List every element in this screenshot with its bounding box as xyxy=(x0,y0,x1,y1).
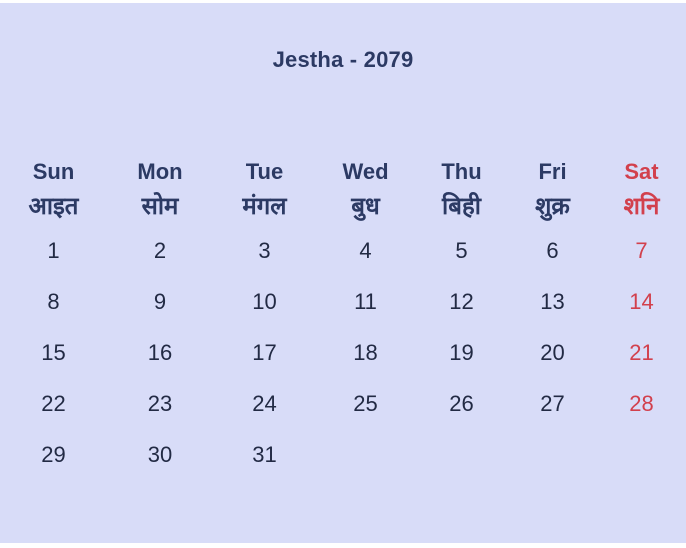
weekday-header-wed: Wed बुध xyxy=(316,155,415,225)
weekday-label-np: बिही xyxy=(442,193,481,220)
weekday-header-row: Sun आइत Mon सोम Tue मंगल Wed बुध Thu ब xyxy=(0,155,686,225)
date-cell-empty xyxy=(508,429,597,480)
weekday-header-sat: Sat शनि xyxy=(597,155,686,225)
date-cell[interactable]: 12 xyxy=(449,288,474,314)
date-cell[interactable]: 8 xyxy=(47,288,60,314)
weekday-header-fri: Fri शुक्र xyxy=(508,155,597,225)
weekday-label-np: आइत xyxy=(28,193,79,220)
date-cell[interactable]: 19 xyxy=(449,339,474,365)
weekday-label-en: Thu xyxy=(441,159,482,184)
weekday-label-en: Fri xyxy=(538,159,567,184)
date-cell[interactable]: 16 xyxy=(147,339,173,365)
date-cell[interactable]: 22 xyxy=(41,390,66,416)
date-cell-empty xyxy=(415,429,508,480)
weekday-label-np: शनि xyxy=(623,193,660,220)
date-cell[interactable]: 24 xyxy=(252,390,277,416)
date-cell[interactable]: 18 xyxy=(353,339,378,365)
date-cell[interactable]: 31 xyxy=(252,441,277,467)
date-cell[interactable]: 10 xyxy=(252,288,277,314)
week-row: 8 9 10 11 12 13 14 xyxy=(0,276,686,327)
date-cell[interactable]: 15 xyxy=(41,339,66,365)
date-cell[interactable]: 6 xyxy=(546,237,559,263)
date-cell[interactable]: 2 xyxy=(153,237,167,263)
weekday-label-np: बुध xyxy=(351,193,380,220)
date-cell[interactable]: 27 xyxy=(540,390,565,416)
date-cell[interactable]: 4 xyxy=(359,237,372,263)
weekday-label-en: Tue xyxy=(245,159,284,184)
week-row: 29 30 31 xyxy=(0,429,686,480)
date-cell-saturday[interactable]: 14 xyxy=(629,288,654,314)
date-cell-empty xyxy=(597,429,686,480)
weekday-label-en: Wed xyxy=(342,159,389,184)
weekday-label-en: Mon xyxy=(137,159,183,184)
weekday-header-mon: Mon सोम xyxy=(107,155,213,225)
weekday-label-np: शुक्र xyxy=(535,193,570,220)
date-cell[interactable]: 5 xyxy=(455,237,468,263)
date-cell-empty xyxy=(316,429,415,480)
date-cell[interactable]: 11 xyxy=(354,288,377,314)
date-cell[interactable]: 9 xyxy=(153,288,167,314)
date-cell[interactable]: 25 xyxy=(353,390,378,416)
weekday-label-np: सोम xyxy=(141,193,179,220)
date-cell[interactable]: 13 xyxy=(540,288,565,314)
date-cell[interactable]: 17 xyxy=(252,339,277,365)
date-cell[interactable]: 1 xyxy=(47,237,60,263)
weekday-header-tue: Tue मंगल xyxy=(213,155,316,225)
month-title: Jestha - 2079 xyxy=(272,47,414,72)
week-row: 22 23 24 25 26 27 28 xyxy=(0,378,686,429)
weekday-label-np: मंगल xyxy=(242,193,287,220)
week-row: 15 16 17 18 19 20 21 xyxy=(0,327,686,378)
date-cell-saturday[interactable]: 7 xyxy=(635,237,648,263)
date-cell[interactable]: 3 xyxy=(258,237,271,263)
calendar-table: Sun आइत Mon सोम Tue मंगल Wed बुध Thu ब xyxy=(0,155,686,480)
date-cell-saturday[interactable]: 21 xyxy=(629,339,654,365)
date-cell-saturday[interactable]: 28 xyxy=(629,390,654,416)
calendar-card: Jestha - 2079 Sun आइत Mon सोम Tue मंगल xyxy=(0,3,686,543)
weekday-label-en: Sun xyxy=(32,159,75,184)
date-cell[interactable]: 20 xyxy=(540,339,565,365)
weekday-header-sun: Sun आइत xyxy=(0,155,107,225)
date-cell[interactable]: 29 xyxy=(41,441,66,467)
date-cell[interactable]: 26 xyxy=(449,390,474,416)
date-cell[interactable]: 30 xyxy=(147,441,173,467)
weekday-header-thu: Thu बिही xyxy=(415,155,508,225)
date-cell[interactable]: 23 xyxy=(147,390,173,416)
weekday-label-en: Sat xyxy=(624,159,659,184)
week-row: 1 2 3 4 5 6 7 xyxy=(0,225,686,276)
